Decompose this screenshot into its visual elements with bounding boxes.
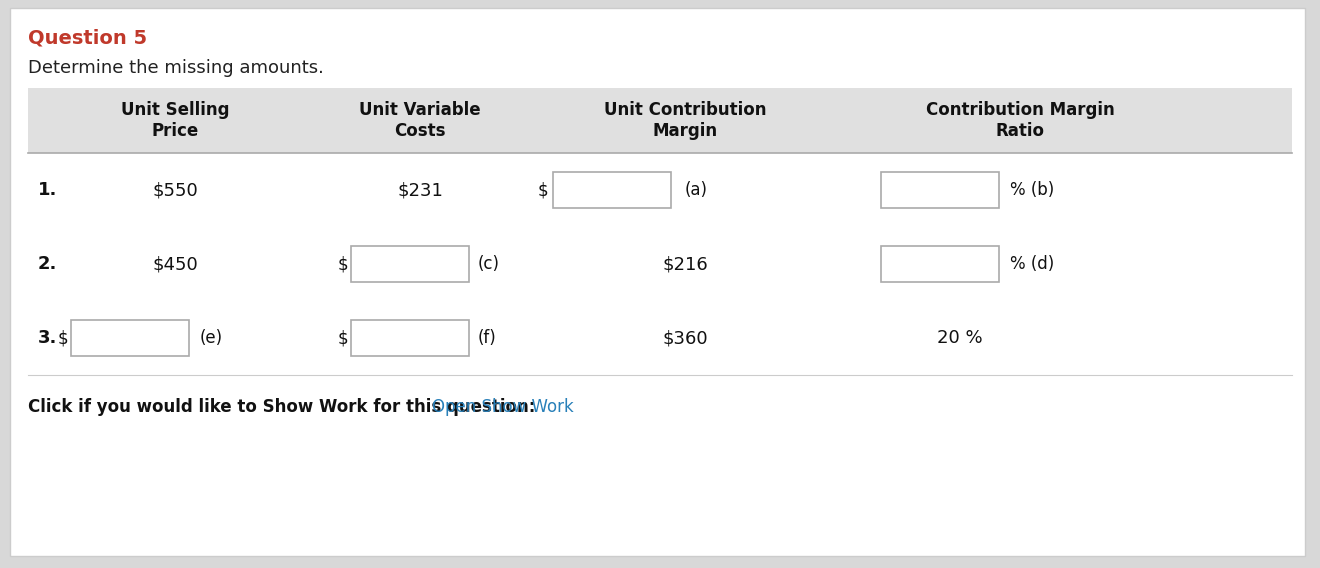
Text: $550: $550 <box>152 181 198 199</box>
Text: Unit Variable
Costs: Unit Variable Costs <box>359 101 480 140</box>
Text: $: $ <box>338 255 348 273</box>
Text: $: $ <box>338 329 348 347</box>
Text: (c): (c) <box>478 255 500 273</box>
Text: Unit Contribution
Margin: Unit Contribution Margin <box>603 101 766 140</box>
Text: Open Show Work: Open Show Work <box>432 398 574 416</box>
Text: (a): (a) <box>685 181 708 199</box>
FancyBboxPatch shape <box>71 320 189 356</box>
Text: $231: $231 <box>397 181 444 199</box>
Text: % (b): % (b) <box>1010 181 1055 199</box>
Text: Contribution Margin
Ratio: Contribution Margin Ratio <box>925 101 1114 140</box>
Text: (f): (f) <box>478 329 496 347</box>
Text: $450: $450 <box>152 255 198 273</box>
FancyBboxPatch shape <box>880 172 999 208</box>
Text: Determine the missing amounts.: Determine the missing amounts. <box>28 59 323 77</box>
Text: 2.: 2. <box>38 255 57 273</box>
Text: 1.: 1. <box>38 181 57 199</box>
Text: $360: $360 <box>663 329 708 347</box>
Text: $: $ <box>537 181 548 199</box>
Text: $216: $216 <box>663 255 708 273</box>
Text: $: $ <box>57 329 69 347</box>
FancyBboxPatch shape <box>351 246 469 282</box>
FancyBboxPatch shape <box>11 8 1305 556</box>
Text: % (d): % (d) <box>1010 255 1055 273</box>
Text: Unit Selling
Price: Unit Selling Price <box>120 101 230 140</box>
Text: 20 %: 20 % <box>937 329 983 347</box>
FancyBboxPatch shape <box>351 320 469 356</box>
FancyBboxPatch shape <box>553 172 671 208</box>
Text: 3.: 3. <box>38 329 57 347</box>
Text: Question 5: Question 5 <box>28 28 147 48</box>
FancyBboxPatch shape <box>28 88 1292 153</box>
Text: (e): (e) <box>201 329 223 347</box>
Text: Click if you would like to Show Work for this question:: Click if you would like to Show Work for… <box>28 398 536 416</box>
FancyBboxPatch shape <box>880 246 999 282</box>
